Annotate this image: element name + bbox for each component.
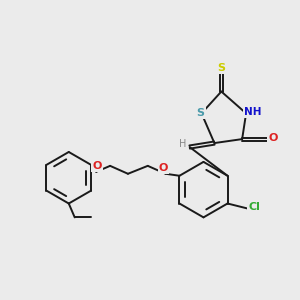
Text: O: O — [159, 163, 168, 173]
Text: S: S — [217, 63, 225, 73]
Text: Cl: Cl — [248, 202, 260, 212]
Text: O: O — [268, 133, 278, 143]
Text: H: H — [179, 139, 186, 149]
Text: NH: NH — [244, 107, 262, 117]
Text: S: S — [196, 108, 205, 118]
Text: O: O — [93, 161, 102, 171]
